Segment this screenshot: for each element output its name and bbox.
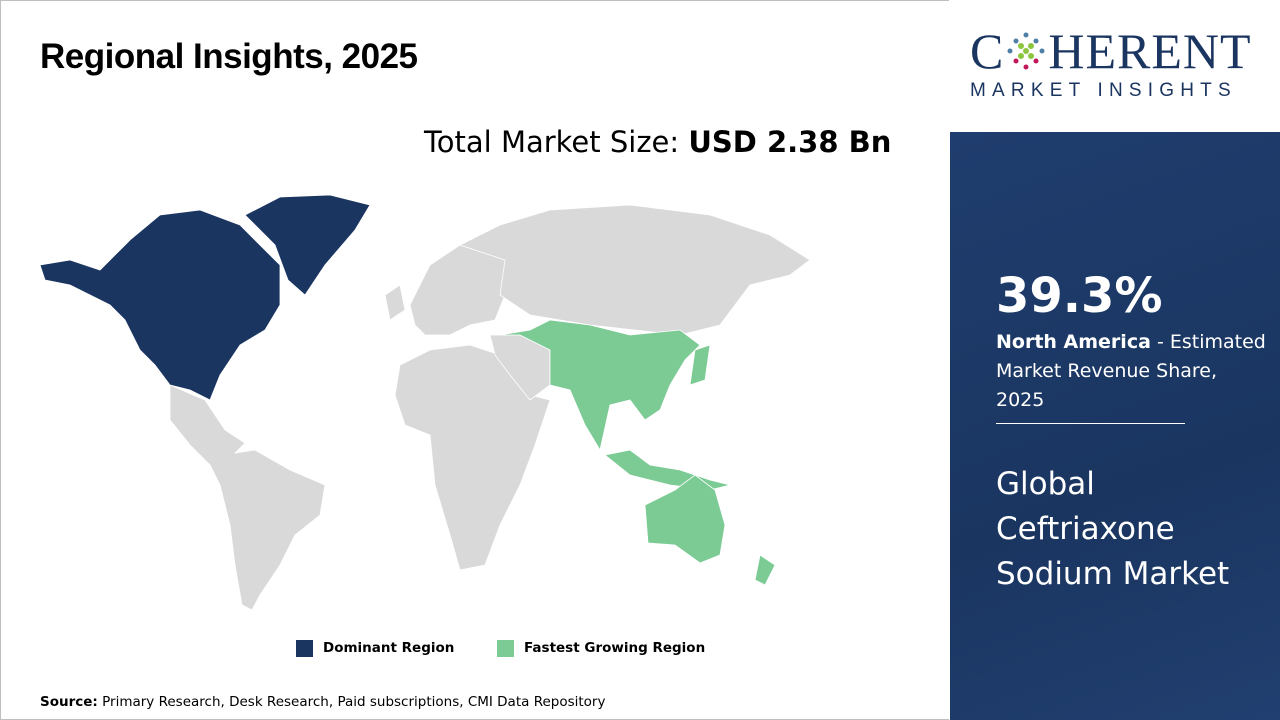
source-label: Source:: [40, 694, 98, 710]
region-russia: [458, 204, 811, 336]
region-latin-america: [169, 384, 326, 611]
total-market-value: USD 2.38 Bn: [688, 125, 892, 159]
legend-dominant: Dominant Region: [296, 640, 454, 657]
region-europe: [384, 239, 511, 336]
share-description: North America - Estimated Market Revenue…: [996, 328, 1271, 415]
market-name: Global Ceftriaxone Sodium Market: [996, 466, 1230, 592]
globe-dots-icon: [1007, 32, 1045, 70]
legend-fastest: Fastest Growing Region: [497, 640, 705, 657]
legend-swatch-dominant: [296, 640, 313, 657]
region-southeast-asia: [604, 449, 731, 491]
logo-wordmark: C HERENT: [970, 23, 1252, 79]
legend-label: Fastest Growing Region: [524, 640, 706, 656]
summary-panel: 39.3% North America - Estimated Market R…: [950, 132, 1280, 720]
total-market-label: Total Market Size:: [424, 125, 680, 159]
world-map: [39, 194, 811, 611]
legend-swatch-fastest: [497, 640, 514, 657]
logo: C HERENT MARKET INSIGHTS: [950, 0, 1280, 132]
source-text: Primary Research, Desk Research, Paid su…: [102, 694, 606, 710]
logo-tagline: MARKET INSIGHTS: [970, 80, 1237, 101]
total-market-size: Total Market Size: USD 2.38 Bn: [424, 124, 891, 160]
region-asia-pacific: [499, 319, 711, 452]
page-title: Regional Insights, 2025: [40, 37, 418, 76]
share-percentage: 39.3%: [996, 268, 1163, 324]
source-note: Source: Primary Research, Desk Research,…: [40, 694, 605, 711]
share-desc-text: - Estimated Market Revenue Share, 2025: [996, 331, 1266, 411]
region-greenland: [244, 194, 371, 296]
region-australia: [644, 474, 776, 586]
region-north-america: [39, 209, 281, 401]
legend-label: Dominant Region: [323, 640, 455, 656]
share-region: North America: [996, 331, 1151, 353]
divider: [996, 423, 1185, 424]
